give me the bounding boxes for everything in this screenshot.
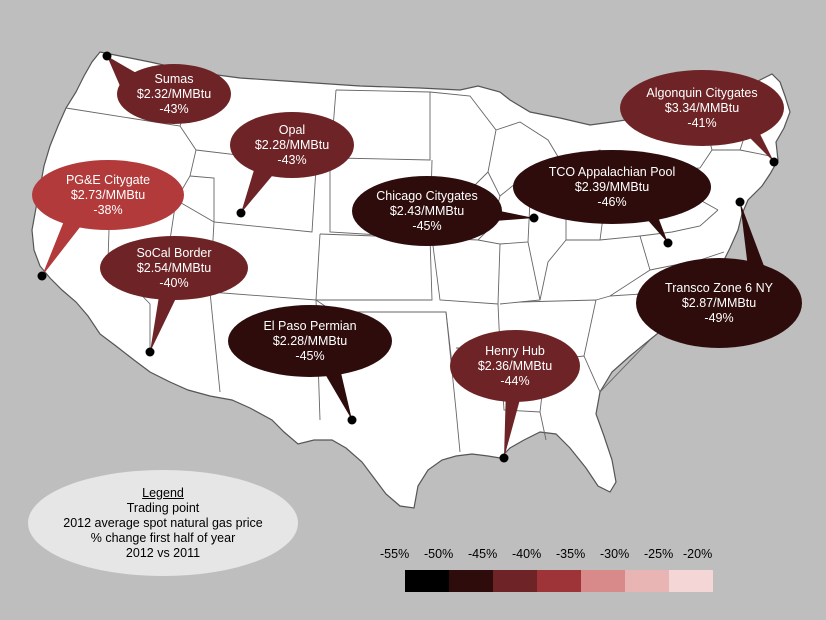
- callout-opal: Opal $2.28/MMBtu -43%: [230, 112, 354, 178]
- legend-line: 2012 average spot natural gas price: [63, 515, 263, 530]
- callout-change: -38%: [93, 202, 123, 217]
- pointer-transco: [740, 202, 764, 268]
- callout-henry: Henry Hub $2.36/MMBtu -44%: [450, 330, 580, 402]
- dot-sumas: [102, 51, 112, 61]
- callout-change: -41%: [687, 115, 717, 130]
- callout-change: -49%: [704, 310, 734, 325]
- dot-henry: [499, 453, 509, 463]
- callout-change: -43%: [277, 152, 307, 167]
- dot-opal: [236, 208, 246, 218]
- callout-price: $3.34/MMBtu: [664, 100, 740, 115]
- callout-change: -46%: [597, 194, 627, 209]
- callout-change: -43%: [159, 101, 189, 116]
- callout-price: $2.39/MMBtu: [574, 179, 650, 194]
- scale-label: -20%: [683, 547, 713, 561]
- dot-algonquin: [769, 157, 779, 167]
- callout-tco: TCO Appalachian Pool $2.39/MMBtu -46%: [513, 150, 711, 224]
- callout-name: PG&E Citygate: [65, 172, 151, 187]
- callout-change: -45%: [412, 218, 442, 233]
- callout-price: $2.28/MMBtu: [272, 333, 348, 348]
- scale-swatch: [405, 570, 449, 592]
- pointer-socal: [150, 290, 178, 352]
- callout-name: TCO Appalachian Pool: [548, 164, 676, 179]
- callout-name: Algonquin Citygates: [646, 85, 758, 100]
- dot-pge: [37, 271, 47, 281]
- scale-label: -50%: [424, 547, 454, 561]
- callout-name: Opal: [278, 122, 306, 137]
- callout-name: Sumas: [154, 71, 194, 86]
- callout-price: $2.73/MMBtu: [70, 187, 146, 202]
- pointer-opal: [241, 170, 272, 213]
- scale-swatch: [449, 570, 493, 592]
- callout-price: $2.87/MMBtu: [681, 295, 757, 310]
- scale-label: -35%: [556, 547, 586, 561]
- legend: Legend Trading point 2012 average spot n…: [28, 470, 298, 576]
- callout-price: $2.43/MMBtu: [389, 203, 465, 218]
- scale-label: -45%: [468, 547, 498, 561]
- callout-name: Transco Zone 6 NY: [665, 280, 773, 295]
- dot-tco: [663, 238, 673, 248]
- scale-swatch: [625, 570, 669, 592]
- callout-price: $2.36/MMBtu: [477, 358, 553, 373]
- callout-price: $2.32/MMBtu: [136, 86, 212, 101]
- callout-change: -40%: [159, 275, 189, 290]
- legend-line: 2012 vs 2011: [125, 545, 201, 560]
- callout-transco: Transco Zone 6 NY $2.87/MMBtu -49%: [636, 258, 802, 348]
- callout-price: $2.54/MMBtu: [136, 260, 212, 275]
- callout-price: $2.28/MMBtu: [254, 137, 330, 152]
- scale-swatch: [537, 570, 581, 592]
- callout-name: SoCal Border: [136, 245, 212, 260]
- pointer-henry: [504, 388, 522, 458]
- callout-socal: SoCal Border $2.54/MMBtu -40%: [100, 236, 248, 300]
- trading-point-dots: [37, 51, 779, 463]
- callout-pge: PG&E Citygate $2.73/MMBtu -38%: [32, 160, 184, 230]
- callout-chicago: Chicago Citygates $2.43/MMBtu -45%: [352, 176, 502, 246]
- scale-swatch: [669, 570, 713, 592]
- legend-title: Legend: [142, 485, 184, 500]
- callout-change: -44%: [500, 373, 530, 388]
- dot-elpaso: [347, 415, 357, 425]
- color-scale-bar: [405, 570, 715, 592]
- callout-name: Henry Hub: [485, 343, 545, 358]
- scale-swatch: [493, 570, 537, 592]
- scale-label: -25%: [644, 547, 674, 561]
- pointer-pge: [42, 216, 84, 276]
- scale-swatch: [581, 570, 625, 592]
- dot-transco: [735, 197, 745, 207]
- callout-algonquin: Algonquin Citygates $3.34/MMBtu -41%: [620, 70, 784, 146]
- legend-line: % change first half of year: [90, 530, 236, 545]
- callout-elpaso: El Paso Permian $2.28/MMBtu -45%: [228, 305, 392, 377]
- scale-label: -40%: [512, 547, 542, 561]
- scale-label: -55%: [380, 547, 410, 561]
- callout-sumas: Sumas $2.32/MMBtu -43%: [117, 64, 231, 124]
- legend-line: Trading point: [126, 500, 200, 515]
- dot-socal: [145, 347, 155, 357]
- scale-label: -30%: [600, 547, 630, 561]
- callout-name: Chicago Citygates: [376, 188, 478, 203]
- dot-chicago: [529, 213, 539, 223]
- callout-change: -45%: [295, 348, 325, 363]
- callout-name: El Paso Permian: [263, 318, 357, 333]
